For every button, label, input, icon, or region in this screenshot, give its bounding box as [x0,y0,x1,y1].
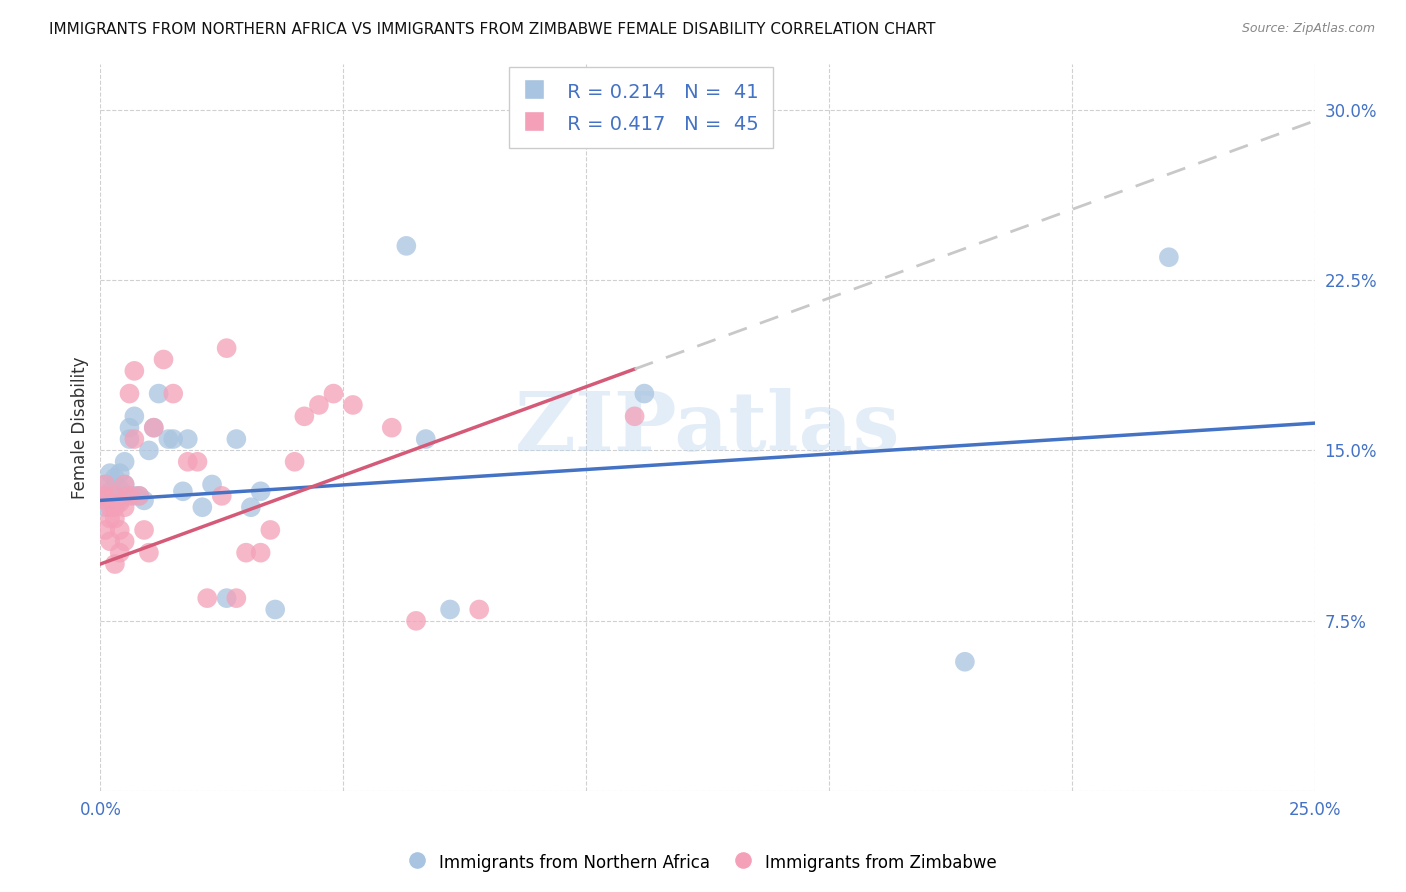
Point [395,239,418,253]
Y-axis label: Female Disability: Female Disability [72,357,89,499]
Point [104,557,127,571]
Point [138,546,160,560]
Point [142,420,165,434]
Point [94,500,117,515]
Point [191,500,214,515]
Point [124,364,146,378]
Point [225,432,247,446]
Point [633,386,655,401]
Point [162,386,184,401]
Point [118,432,141,446]
Legend:  R = 0.214   N =  41,  R = 0.417   N =  45: R = 0.214 N = 41, R = 0.417 N = 45 [509,67,773,148]
Point [225,591,247,606]
Point [124,409,146,424]
Point [104,511,127,525]
Point [284,455,307,469]
Point [264,602,287,616]
Point [104,500,127,515]
Point [415,432,437,446]
Point [118,420,141,434]
Point [162,432,184,446]
Point [177,432,200,446]
Point [114,489,136,503]
Point [152,352,174,367]
Point [98,466,121,480]
Point [439,602,461,616]
Point [94,523,117,537]
Point [94,477,117,491]
Point [249,484,271,499]
Point [292,409,315,424]
Point [381,420,404,434]
Point [132,523,155,537]
Point [249,546,271,560]
Point [114,477,136,491]
Point [114,500,136,515]
Point [114,455,136,469]
Point [215,341,238,355]
Point [98,534,121,549]
Point [114,477,136,491]
Point [108,546,131,560]
Point [108,482,131,496]
Point [118,386,141,401]
Point [128,489,150,503]
Text: IMMIGRANTS FROM NORTHERN AFRICA VS IMMIGRANTS FROM ZIMBABWE FEMALE DISABILITY CO: IMMIGRANTS FROM NORTHERN AFRICA VS IMMIG… [49,22,936,37]
Point [405,614,427,628]
Text: Source: ZipAtlas.com: Source: ZipAtlas.com [1241,22,1375,36]
Point [94,489,117,503]
Text: ZIPatlas: ZIPatlas [515,388,900,467]
Point [108,523,131,537]
Point [195,591,218,606]
Point [114,534,136,549]
Point [132,493,155,508]
Point [142,420,165,434]
Point [118,489,141,503]
Point [104,477,127,491]
Point [215,591,238,606]
Point [953,655,976,669]
Point [108,466,131,480]
Point [623,409,645,424]
Point [104,471,127,485]
Point [94,489,117,503]
Point [138,443,160,458]
Point [104,489,127,503]
Legend: Immigrants from Northern Africa, Immigrants from Zimbabwe: Immigrants from Northern Africa, Immigra… [402,846,1004,880]
Point [157,432,180,446]
Point [94,493,117,508]
Point [342,398,364,412]
Point [177,455,200,469]
Point [211,489,233,503]
Point [124,432,146,446]
Point [1157,250,1180,264]
Point [108,493,131,508]
Point [239,500,262,515]
Point [98,511,121,525]
Point [98,500,121,515]
Point [468,602,491,616]
Point [128,489,150,503]
Point [104,496,127,510]
Point [235,546,257,560]
Point [94,477,117,491]
Point [148,386,170,401]
Point [98,484,121,499]
Point [186,455,208,469]
Point [201,477,224,491]
Point [172,484,194,499]
Point [124,489,146,503]
Point [259,523,281,537]
Point [98,493,121,508]
Point [322,386,344,401]
Point [308,398,330,412]
Point [108,496,131,510]
